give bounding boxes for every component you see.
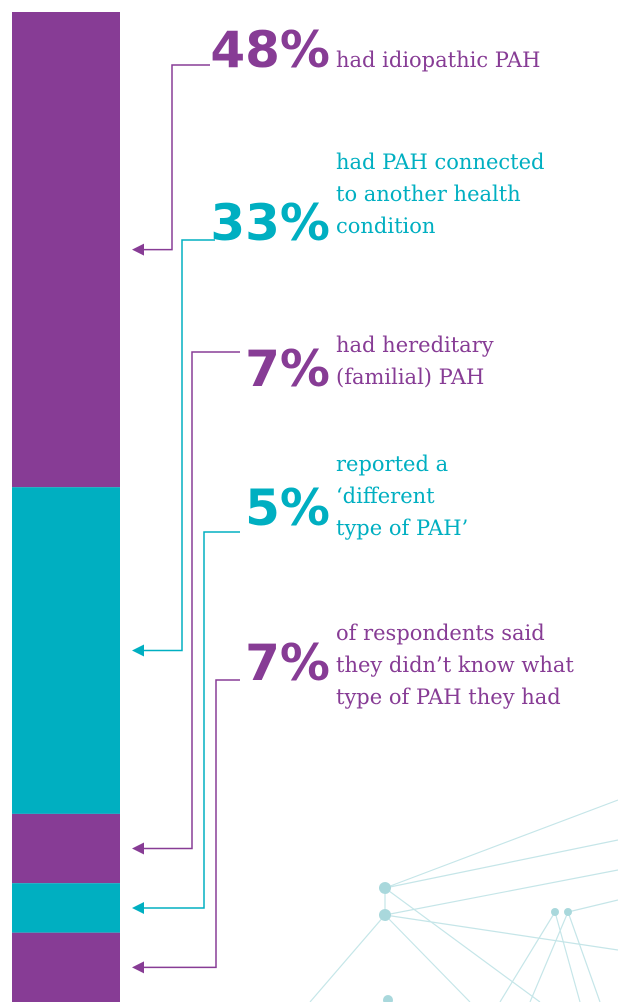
infographic: 48%had idiopathic PAH 33%had PAH connecte… <box>0 0 618 1002</box>
arrowhead <box>132 244 144 256</box>
description: condition <box>336 214 435 238</box>
bar-segment <box>12 883 120 933</box>
description: had hereditary <box>336 333 494 357</box>
description: type of PAH’ <box>336 516 468 540</box>
network-nodes <box>379 882 572 1002</box>
percent-label: 7% <box>245 340 330 398</box>
bar-segment <box>12 12 120 487</box>
connector <box>138 352 240 849</box>
arrowhead <box>132 645 144 657</box>
description: type of PAH they had <box>336 685 561 709</box>
percent-label: 48% <box>210 21 330 79</box>
description: of respondents said <box>336 621 545 645</box>
network-decoration <box>310 800 618 1002</box>
bar-segment <box>12 487 120 814</box>
connector <box>138 532 240 908</box>
arrowhead <box>132 961 144 973</box>
description: to another health <box>336 182 521 206</box>
bar-segment <box>12 814 120 883</box>
arrowhead <box>132 902 144 914</box>
page: {"chart_data": {"type": "stacked-bar", "… <box>0 0 618 1002</box>
description: reported a <box>336 452 448 476</box>
description: had PAH connected <box>336 150 544 174</box>
percent-label: 33% <box>210 194 330 252</box>
description: ‘different <box>336 484 435 508</box>
bar-segment <box>12 933 120 1002</box>
percent-label: 7% <box>245 634 330 692</box>
description: they didn’t know what <box>336 653 574 677</box>
connector <box>138 65 210 250</box>
description: had idiopathic PAH <box>336 48 540 72</box>
description: (familial) PAH <box>336 365 484 389</box>
arrowhead <box>132 843 144 855</box>
connector <box>138 680 240 967</box>
percent-label: 5% <box>245 479 330 537</box>
